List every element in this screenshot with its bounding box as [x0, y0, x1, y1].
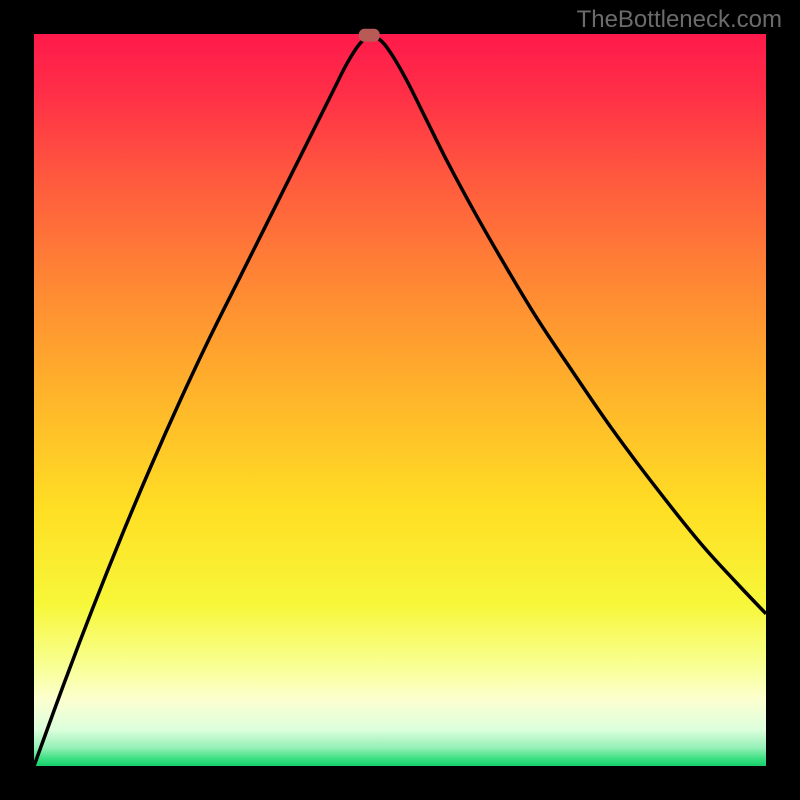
bottleneck-curve [34, 35, 766, 766]
plot-area [34, 34, 766, 766]
chart-frame: TheBottleneck.com [0, 0, 800, 800]
watermark-text: TheBottleneck.com [577, 6, 782, 34]
bottleneck-curve-svg [34, 34, 766, 766]
optimum-marker [359, 29, 379, 41]
